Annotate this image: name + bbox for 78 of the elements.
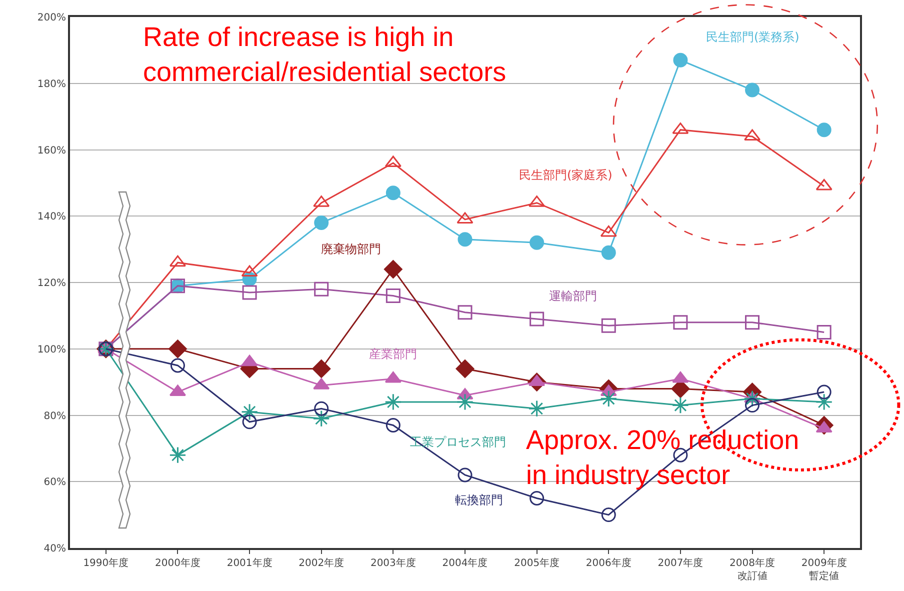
point bbox=[384, 393, 402, 411]
y-tick-label: 120% bbox=[37, 278, 66, 289]
point bbox=[601, 318, 616, 333]
y-tick-label: 100% bbox=[37, 344, 66, 356]
point bbox=[528, 374, 546, 386]
point bbox=[170, 358, 185, 373]
point bbox=[528, 400, 546, 418]
point bbox=[530, 235, 544, 250]
point bbox=[673, 315, 688, 330]
point bbox=[744, 390, 761, 408]
point bbox=[745, 315, 760, 330]
point bbox=[745, 398, 760, 413]
x-tick-label: 2000年度 bbox=[155, 557, 200, 569]
series-label: 運輸部門 bbox=[549, 289, 597, 303]
y-tick-label: 80% bbox=[44, 410, 66, 422]
point bbox=[386, 288, 400, 304]
series-label: 産業部門 bbox=[369, 347, 417, 361]
point bbox=[530, 312, 544, 326]
y-tick-label: 180% bbox=[37, 78, 66, 90]
point bbox=[241, 354, 258, 366]
point bbox=[169, 384, 186, 396]
point bbox=[673, 52, 688, 68]
x-tick-label: 2004年度 bbox=[442, 557, 488, 569]
point bbox=[386, 418, 400, 432]
point bbox=[600, 390, 618, 408]
point bbox=[458, 232, 472, 247]
y-tick-label: 200% bbox=[37, 12, 66, 24]
point bbox=[601, 508, 616, 522]
series-label: 民生部門(家庭系) bbox=[519, 168, 612, 182]
point bbox=[458, 468, 472, 482]
x-tick-label: 2005年度 bbox=[514, 557, 560, 569]
annotation: Rate of increase is high in commercial/residential sectors bbox=[143, 22, 506, 88]
x-tick-label: 2009年度暫定値 bbox=[801, 557, 847, 582]
point bbox=[456, 360, 474, 378]
point bbox=[384, 260, 402, 278]
y-tick-label: 40% bbox=[44, 544, 66, 554]
point bbox=[168, 340, 187, 358]
point bbox=[314, 401, 329, 416]
x-tick-label: 1990年度 bbox=[83, 557, 129, 569]
point bbox=[384, 371, 402, 383]
point bbox=[384, 156, 402, 168]
point bbox=[169, 446, 186, 464]
y-tick-label: 160% bbox=[37, 145, 66, 156]
point bbox=[745, 82, 760, 98]
point bbox=[816, 421, 832, 433]
point bbox=[816, 325, 832, 340]
series-label: 転換部門 bbox=[455, 493, 503, 507]
x-tick-label: 2002年度 bbox=[298, 557, 344, 569]
y-tick-label: 60% bbox=[44, 477, 66, 488]
point bbox=[456, 393, 474, 411]
point bbox=[673, 448, 688, 462]
point bbox=[816, 384, 832, 400]
series-label: 民生部門(業務系) bbox=[706, 30, 800, 44]
point bbox=[314, 216, 329, 230]
point bbox=[530, 490, 544, 506]
point bbox=[600, 225, 617, 237]
point bbox=[816, 393, 833, 411]
point bbox=[816, 122, 832, 138]
point bbox=[601, 245, 616, 260]
point bbox=[314, 282, 329, 296]
point bbox=[386, 186, 400, 200]
x-tick-label: 2007年度 bbox=[658, 557, 704, 569]
point bbox=[241, 403, 258, 420]
point bbox=[672, 371, 689, 383]
y-tick-label: 140% bbox=[37, 212, 66, 223]
point bbox=[242, 414, 257, 430]
point bbox=[241, 265, 258, 277]
point bbox=[672, 396, 689, 414]
point bbox=[458, 305, 472, 320]
x-tick-label: 2001年度 bbox=[226, 557, 272, 569]
x-tick-label: 2003年度 bbox=[370, 557, 416, 569]
x-tick-label: 2006年度 bbox=[586, 557, 632, 569]
point bbox=[169, 255, 186, 267]
x-tick-label: 2008年度改訂値 bbox=[730, 557, 775, 582]
series-label: 廃棄物部門 bbox=[321, 242, 381, 256]
point bbox=[312, 410, 330, 428]
point bbox=[312, 360, 331, 378]
point bbox=[242, 285, 257, 300]
